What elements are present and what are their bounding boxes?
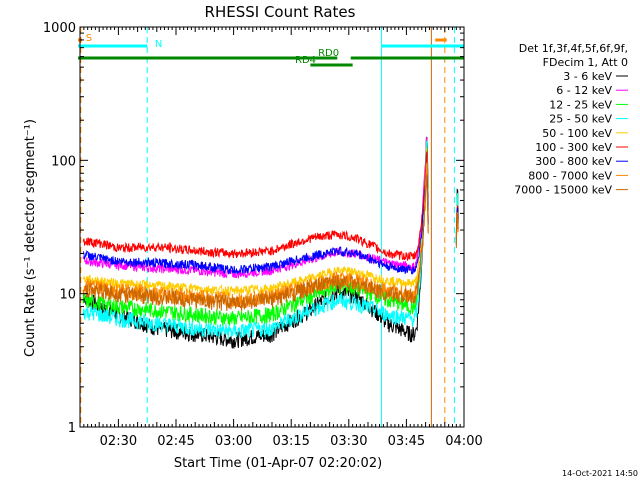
y-axis-label: Count Rate (s⁻¹ detector segment⁻¹) <box>23 119 38 357</box>
status-bar-label-0: S <box>86 33 92 44</box>
plot-clip-group <box>80 27 459 427</box>
legend-entry-label: 25 - 50 keV <box>549 113 612 126</box>
x-tick-label: 04:00 <box>445 434 482 449</box>
axes: 1 10 100 1000 02:30 02:45 03:00 03:15 03:30 03:45… <box>43 21 483 449</box>
x-tick-label: 03:30 <box>330 434 367 449</box>
legend-entry-label: 6 - 12 keV <box>556 84 612 97</box>
legend-entry-label: 50 - 100 keV <box>542 127 612 140</box>
x-tick-label: 03:45 <box>388 434 425 449</box>
legend-entry-label: 7000 - 15000 keV <box>514 184 612 197</box>
x-tick-label: 03:15 <box>272 434 309 449</box>
status-bar-label-4: RD0 <box>318 48 339 59</box>
y-tick-label: 1000 <box>43 21 76 36</box>
y-tick-label: 100 <box>51 154 76 169</box>
chart-title: RHESSI Count Rates <box>205 3 356 21</box>
status-bar-label-1: N <box>155 39 162 50</box>
series-line-5 <box>82 151 459 261</box>
x-tick-label: 03:00 <box>215 434 252 449</box>
legend-entry-label: 300 - 800 keV <box>535 155 612 168</box>
legend-header-line-1: Det 1f,3f,4f,5f,6f,9f, <box>519 42 628 55</box>
x-tick-label: 02:45 <box>157 434 194 449</box>
legend-entry-label: 800 - 7000 keV <box>528 169 612 182</box>
y-tick-label: 10 <box>59 288 76 303</box>
x-axis-label: Start Time (01-Apr-07 02:20:02) <box>174 456 382 471</box>
legend-entry-label: 3 - 6 keV <box>563 70 612 83</box>
status-bar-label-6: RD4 <box>295 55 316 66</box>
legend-entry-label: 100 - 300 keV <box>535 141 612 154</box>
series-line-8 <box>82 174 459 312</box>
timestamp: 14-Oct-2021 14:50 <box>562 469 638 478</box>
plot-frame <box>79 26 465 428</box>
legend-header-line-2: FDecim 1, Att 0 <box>543 56 628 69</box>
legend: Det 1f,3f,4f,5f,6f,9f, FDecim 1, Att 0 3… <box>514 42 628 197</box>
y-tick-label: 1 <box>68 421 76 436</box>
legend-entry-label: 12 - 25 keV <box>549 98 612 111</box>
x-tick-label: 02:30 <box>100 434 137 449</box>
